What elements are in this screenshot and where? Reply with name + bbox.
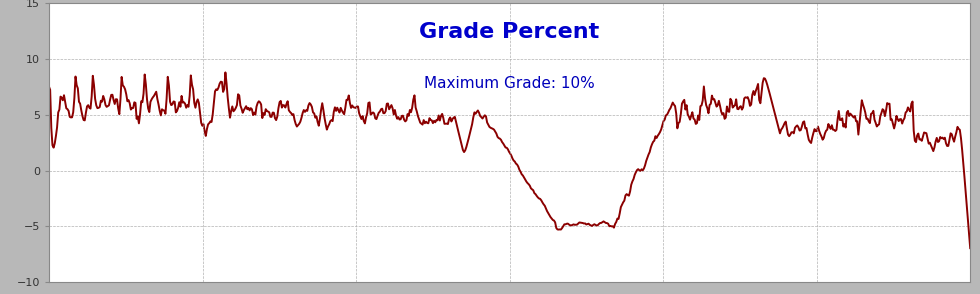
Text: Maximum Grade: 10%: Maximum Grade: 10%	[424, 76, 595, 91]
Text: Grade Percent: Grade Percent	[419, 23, 600, 43]
